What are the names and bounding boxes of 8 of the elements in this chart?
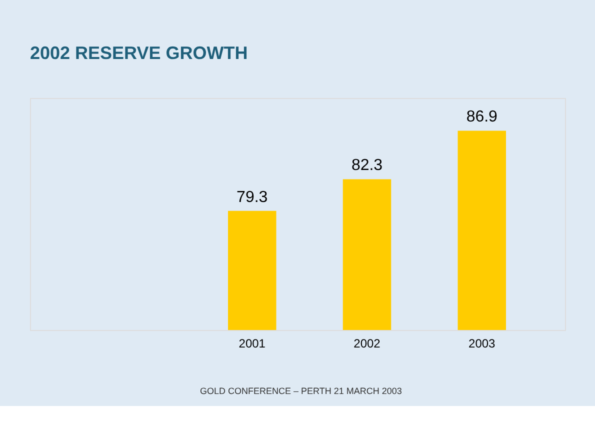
text: GOLD CONFERENCE – PERTH 21 MARCH 2003 <box>200 386 402 396</box>
data-label: 86.9 <box>466 108 498 126</box>
x-tick-label: 2002 <box>354 336 381 350</box>
data-label: 82.3 <box>351 157 383 174</box>
x-tick-label: 2001 <box>238 336 266 350</box>
x-tick-label: 2003 <box>468 336 496 350</box>
data-label: 79.3 <box>236 188 268 206</box>
chart-title: 2002 RESERVE GROWTH <box>30 43 248 63</box>
